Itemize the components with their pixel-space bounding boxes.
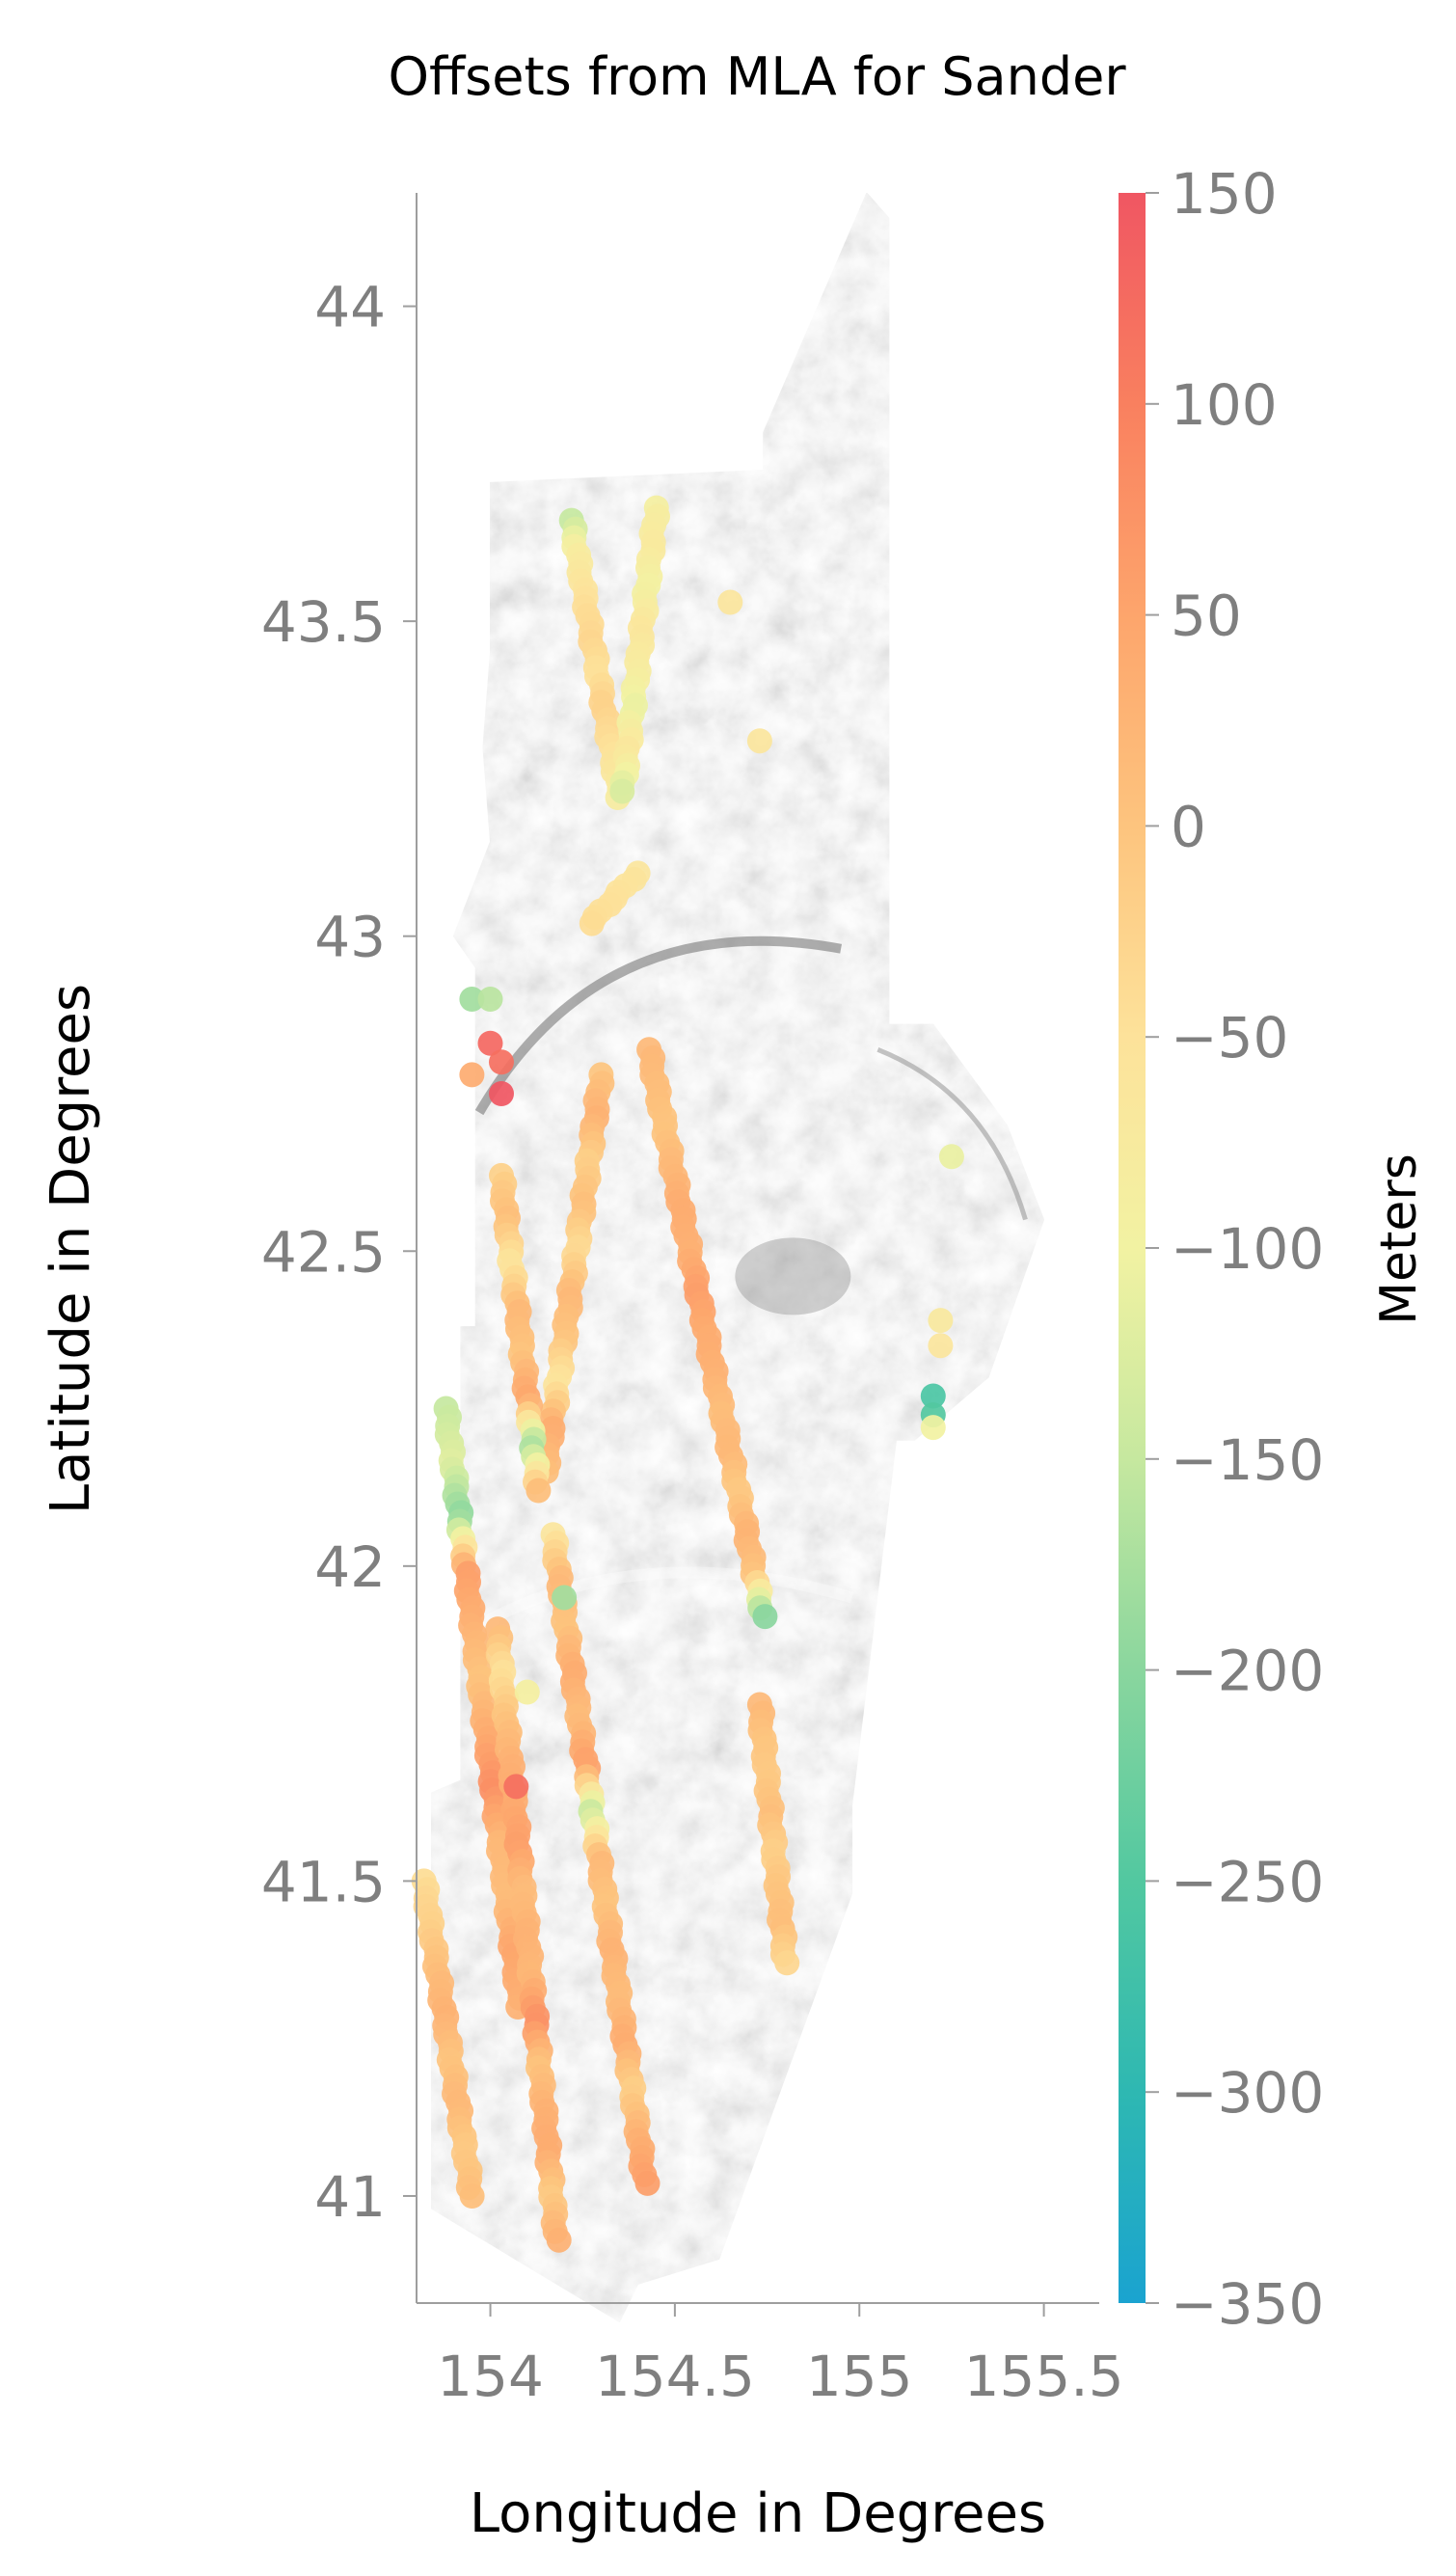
x-tick-label: 154 [437,2344,544,2409]
data-point [609,778,635,804]
crater-rim-shadow [474,935,843,1116]
chart-title: Offsets from MLA for Sander [388,46,1126,107]
colorbar-tick-label: 0 [1171,794,1206,859]
data-point [717,589,743,615]
data-point [920,1383,946,1409]
data-points [411,495,964,2253]
y-axis-title: Latitude in Degrees [40,984,102,1514]
data-point [459,2183,485,2209]
data-point [477,987,503,1012]
data-point [477,1030,503,1056]
crater-rim-shadow [876,1046,1028,1221]
colorbar-tick-label: −250 [1171,1849,1324,1914]
colorbar-title: Meters [1370,1153,1428,1325]
data-point [634,2170,661,2196]
data-point [928,1333,954,1359]
colorbar-tick-label: −100 [1171,1216,1324,1282]
y-tick-label: 42.5 [261,1219,386,1285]
y-tick-label: 41.5 [261,1849,386,1914]
data-point [579,910,605,936]
colorbar-tick-label: −150 [1171,1427,1324,1493]
data-point [774,1950,800,1976]
x-tick-label: 155 [806,2344,913,2409]
data-point [552,1585,578,1611]
y-tick-label: 43.5 [261,589,386,655]
colorbar-tick-label: −300 [1171,2060,1324,2126]
y-tick-label: 43 [314,905,386,970]
data-point [489,1049,514,1075]
data-point [746,728,772,754]
y-tick-label: 42 [314,1534,386,1600]
data-point [546,2227,572,2253]
data-point [503,1774,529,1800]
data-point [920,1415,946,1441]
colorbar-tick-label: 100 [1171,372,1278,438]
colorbar: 150 100 50 0 −50 −100 −150 −200 −250 −300 −350 [1119,161,1324,2337]
data-point [526,1478,552,1504]
x-tick-label: 154.5 [595,2344,755,2409]
data-point [459,987,485,1012]
colorbar-tick-label: 150 [1171,161,1278,227]
data-point [459,1062,485,1088]
data-point [752,1604,778,1630]
ridge-highlight [469,1566,854,1635]
plot-axes: 41 41.5 42 42.5 43 43.5 44 154 154.5 155 155.5 [261,193,1124,2409]
y-tick-label: 44 [314,275,386,340]
colorbar-gradient [1119,193,1146,2303]
data-point [489,1081,514,1106]
y-tick-label: 41 [314,2164,386,2230]
x-axis-title: Longitude in Degrees [470,2482,1046,2545]
data-point [928,1308,954,1334]
x-tick-label: 155.5 [964,2344,1124,2409]
central-peak-shadow [735,1237,851,1315]
colorbar-tick-label: 50 [1171,583,1242,649]
colorbar-tick-label: −350 [1171,2271,1324,2337]
data-point [514,1679,540,1705]
data-point [938,1144,964,1170]
colorbar-tick-label: −200 [1171,1639,1324,1704]
colorbar-tick-label: −50 [1171,1005,1288,1071]
